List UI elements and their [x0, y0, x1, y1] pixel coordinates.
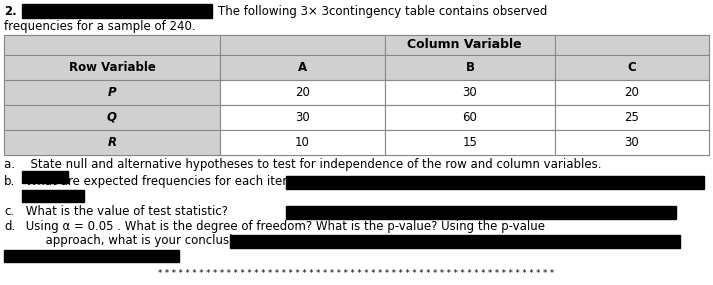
- Bar: [4, 80, 220, 105]
- Text: P: P: [108, 86, 116, 99]
- Bar: [22, 4, 212, 18]
- Bar: [555, 35, 709, 55]
- Text: 30: 30: [295, 111, 310, 124]
- Bar: [220, 80, 385, 105]
- Text: 15: 15: [463, 136, 478, 149]
- Bar: [22, 190, 84, 202]
- Text: Column Variable: Column Variable: [407, 38, 522, 52]
- Text: 10: 10: [295, 136, 310, 149]
- Text: 20: 20: [295, 86, 310, 99]
- Text: d.: d.: [4, 220, 15, 233]
- Text: 30: 30: [463, 86, 478, 99]
- Bar: [385, 55, 555, 80]
- Bar: [385, 80, 555, 105]
- Bar: [230, 235, 680, 248]
- Bar: [555, 55, 709, 80]
- Text: 60: 60: [463, 111, 478, 124]
- Bar: [555, 105, 709, 130]
- Bar: [286, 176, 704, 189]
- Text: approach, what is your conclusion?: approach, what is your conclusion?: [22, 234, 253, 247]
- Text: a.  State null and alternative hypotheses to test for independence of the row an: a. State null and alternative hypotheses…: [4, 158, 602, 171]
- Text: R: R: [108, 136, 116, 149]
- Text: B: B: [466, 61, 474, 74]
- Text: 20: 20: [625, 86, 640, 99]
- Bar: [220, 130, 385, 155]
- Text: * * * * * * * * * * * * * * * * * * * * * * * * * * * * * * * * * * * * * * * * : * * * * * * * * * * * * * * * * * * * * …: [158, 269, 554, 278]
- Bar: [4, 35, 220, 55]
- Text: C: C: [627, 61, 637, 74]
- Bar: [286, 206, 676, 219]
- Bar: [220, 55, 385, 80]
- Text: Q: Q: [107, 111, 117, 124]
- Bar: [4, 35, 709, 155]
- Bar: [4, 55, 220, 80]
- Text: 2.: 2.: [4, 5, 16, 18]
- Text: c.: c.: [4, 205, 14, 218]
- Text: Row Variable: Row Variable: [68, 61, 155, 74]
- Text: The following 3× 3contingency table contains observed: The following 3× 3contingency table cont…: [218, 5, 548, 18]
- Bar: [220, 105, 385, 130]
- Bar: [385, 130, 555, 155]
- Bar: [4, 105, 220, 130]
- Bar: [555, 80, 709, 105]
- Text: frequencies for a sample of 240.: frequencies for a sample of 240.: [4, 20, 195, 33]
- Text: b.: b.: [4, 175, 15, 188]
- Bar: [385, 35, 555, 55]
- Bar: [220, 35, 385, 55]
- Text: Using α = 0.05 . What is the degree of freedom? What is the p-value? Using the p: Using α = 0.05 . What is the degree of f…: [22, 220, 545, 233]
- Bar: [22, 171, 68, 183]
- Text: 25: 25: [625, 111, 640, 124]
- Bar: [4, 130, 220, 155]
- Text: What is the value of test statistic?: What is the value of test statistic?: [22, 205, 228, 218]
- Bar: [4, 250, 179, 262]
- Text: 30: 30: [625, 136, 640, 149]
- Text: What are expected frequencies for each item?: What are expected frequencies for each i…: [22, 175, 300, 188]
- Bar: [385, 105, 555, 130]
- Bar: [555, 130, 709, 155]
- Text: A: A: [298, 61, 307, 74]
